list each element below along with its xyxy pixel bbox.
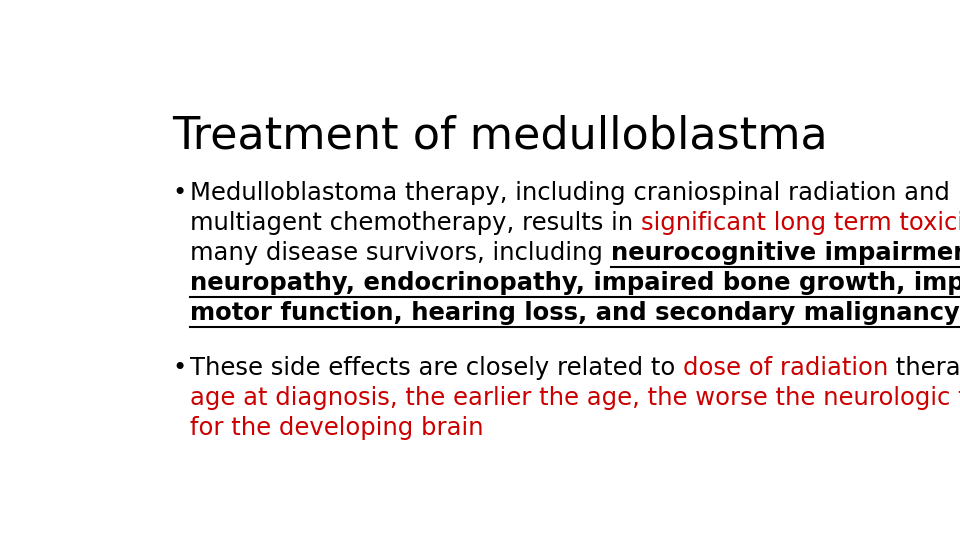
Text: neurocognitive impairment,: neurocognitive impairment, [611, 241, 960, 265]
Text: age at diagnosis, the earlier the age, the worse the neurologic toxicity: age at diagnosis, the earlier the age, t… [190, 386, 960, 410]
Text: •: • [172, 356, 186, 380]
Text: motor function, hearing loss, and secondary malignancy.: motor function, hearing loss, and second… [190, 301, 960, 325]
Text: many disease survivors, including: many disease survivors, including [190, 241, 611, 265]
Text: dose of radiation: dose of radiation [684, 356, 888, 380]
Text: Medulloblastoma therapy, including craniospinal radiation and: Medulloblastoma therapy, including crani… [190, 181, 950, 205]
Text: These side effects are closely related to: These side effects are closely related t… [190, 356, 684, 380]
Text: Treatment of medulloblastma: Treatment of medulloblastma [172, 114, 828, 158]
Text: neuropathy, endocrinopathy, impaired bone growth, impaired: neuropathy, endocrinopathy, impaired bon… [190, 271, 960, 295]
Text: therapy and: therapy and [888, 356, 960, 380]
Text: for the developing brain: for the developing brain [190, 416, 484, 440]
Text: multiagent chemotherapy, results in: multiagent chemotherapy, results in [190, 211, 641, 235]
Text: significant long term toxicity: significant long term toxicity [641, 211, 960, 235]
Text: •: • [172, 181, 186, 205]
